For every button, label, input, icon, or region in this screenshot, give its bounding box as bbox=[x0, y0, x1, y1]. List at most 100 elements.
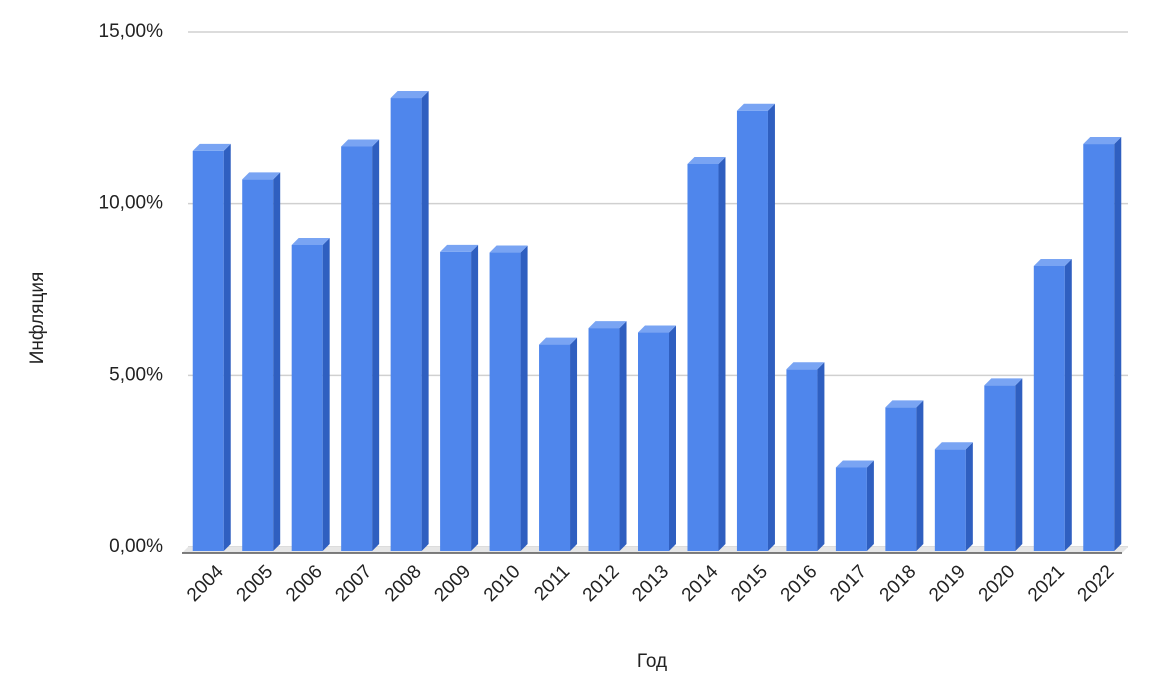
x-tick-label: 2012 bbox=[579, 561, 624, 606]
bar-front bbox=[291, 245, 323, 551]
bar bbox=[638, 325, 676, 551]
bar bbox=[539, 337, 578, 551]
bar-top bbox=[1083, 137, 1122, 145]
bar bbox=[984, 378, 1023, 551]
bar-side bbox=[570, 337, 578, 551]
bar-front bbox=[341, 146, 373, 552]
x-tick-label: 2010 bbox=[480, 561, 525, 606]
x-tick-label: 2016 bbox=[777, 561, 822, 606]
bar-front bbox=[638, 332, 669, 551]
bar-side bbox=[520, 245, 528, 551]
bar-top bbox=[242, 172, 281, 180]
x-tick-label: 2019 bbox=[925, 561, 970, 606]
bar-front bbox=[1083, 144, 1115, 551]
bar-side bbox=[619, 321, 627, 551]
x-tick-label: 2009 bbox=[430, 561, 475, 606]
y-axis-label: Инфляция bbox=[27, 272, 48, 365]
x-tick-label: 2004 bbox=[183, 561, 228, 606]
y-tick-label: 15,00% bbox=[99, 21, 164, 42]
bar-side bbox=[916, 400, 924, 551]
bar-side bbox=[1015, 378, 1023, 551]
bar-side bbox=[718, 156, 726, 551]
bar bbox=[786, 362, 825, 551]
bar-top bbox=[341, 139, 380, 147]
x-tick-label: 2021 bbox=[1024, 561, 1069, 606]
y-tick-label: 0,00% bbox=[109, 536, 163, 557]
bar-front bbox=[786, 369, 818, 551]
bar-front bbox=[390, 98, 422, 551]
bar-top bbox=[440, 244, 479, 252]
bar-front bbox=[440, 251, 472, 551]
bar-top bbox=[786, 362, 825, 370]
bar-front bbox=[934, 449, 966, 551]
x-tick-label: 2014 bbox=[678, 561, 723, 606]
bar-top bbox=[638, 325, 676, 333]
bar-front bbox=[984, 385, 1016, 551]
x-tick-label: 2013 bbox=[628, 561, 673, 606]
bar bbox=[192, 143, 231, 551]
bar bbox=[835, 460, 874, 551]
bar-side bbox=[669, 325, 676, 551]
x-tick-label: 2015 bbox=[727, 561, 772, 606]
bar-side bbox=[421, 91, 429, 551]
bar-front bbox=[1033, 265, 1065, 551]
x-tick-label: 2022 bbox=[1074, 561, 1119, 606]
y-tick-label: 10,00% bbox=[99, 193, 164, 214]
bar-front bbox=[588, 328, 620, 551]
bar bbox=[687, 156, 726, 551]
bar bbox=[341, 139, 380, 552]
bar-side bbox=[322, 238, 330, 551]
bar-top bbox=[885, 400, 924, 408]
bar-side bbox=[817, 362, 825, 551]
bar-side bbox=[965, 442, 973, 551]
bar bbox=[390, 91, 429, 551]
bar-front bbox=[242, 179, 274, 551]
bar-front bbox=[539, 344, 571, 551]
bar-top bbox=[984, 378, 1023, 386]
bar bbox=[242, 172, 281, 551]
x-axis-label: Год bbox=[637, 651, 667, 672]
bar bbox=[588, 321, 627, 551]
bar-top bbox=[1033, 258, 1072, 266]
y-tick-label: 5,00% bbox=[109, 364, 163, 385]
bar-top bbox=[489, 245, 528, 253]
bar-top bbox=[539, 337, 578, 345]
bar bbox=[291, 238, 330, 551]
bar bbox=[736, 103, 775, 552]
bar-front bbox=[192, 150, 224, 551]
bar-side bbox=[372, 139, 380, 552]
bar-front bbox=[687, 163, 719, 551]
bar-top bbox=[835, 460, 874, 468]
bar-side bbox=[767, 103, 775, 552]
bar-top bbox=[390, 91, 429, 99]
bar-top bbox=[291, 238, 330, 245]
bar-side bbox=[273, 172, 281, 551]
bar-top bbox=[687, 156, 726, 164]
bar-front bbox=[736, 110, 768, 552]
x-tick-label: 2008 bbox=[381, 561, 426, 606]
x-tick-label: 2007 bbox=[331, 561, 376, 606]
x-tick-label: 2018 bbox=[876, 561, 921, 606]
x-tick-label: 2011 bbox=[530, 561, 574, 605]
bar-side bbox=[223, 143, 231, 551]
bar-side bbox=[1114, 137, 1122, 551]
x-tick-label: 2017 bbox=[826, 561, 871, 606]
bar bbox=[934, 442, 973, 551]
bar bbox=[1033, 258, 1072, 551]
bar-side bbox=[471, 244, 479, 551]
x-tick-label: 2006 bbox=[282, 561, 327, 606]
bar-front bbox=[885, 407, 917, 551]
bar-side bbox=[1064, 258, 1072, 551]
bar-side bbox=[866, 460, 874, 551]
bar bbox=[489, 245, 528, 551]
bar-front bbox=[835, 467, 867, 551]
x-tick-label: 2005 bbox=[233, 561, 278, 606]
x-tick-label: 2020 bbox=[975, 561, 1020, 606]
bar bbox=[440, 244, 479, 551]
bar-top bbox=[192, 143, 231, 151]
bar bbox=[1083, 137, 1122, 551]
bar-front bbox=[489, 252, 521, 551]
bar bbox=[885, 400, 924, 551]
bar-top bbox=[736, 103, 775, 111]
